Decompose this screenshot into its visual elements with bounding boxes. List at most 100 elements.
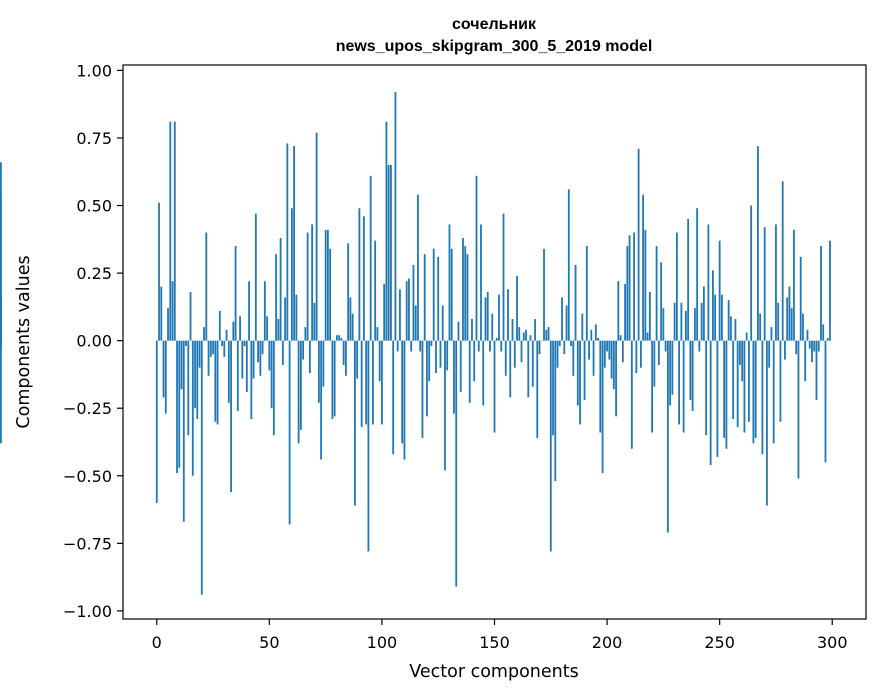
y-tick-label: −0.75 xyxy=(63,534,112,553)
bar xyxy=(678,340,681,425)
bar xyxy=(538,340,541,355)
y-tick-label: 0.50 xyxy=(76,197,112,216)
bar xyxy=(567,189,570,341)
y-tick-label: 1.00 xyxy=(76,61,112,80)
bar xyxy=(781,181,784,341)
bar xyxy=(543,248,545,341)
bar xyxy=(340,337,343,341)
bar xyxy=(360,340,363,428)
bar xyxy=(241,340,244,379)
bar xyxy=(657,340,660,365)
bar xyxy=(583,340,586,401)
bar xyxy=(338,335,341,341)
bar xyxy=(639,340,642,368)
bar xyxy=(689,340,692,401)
bar xyxy=(495,337,498,341)
x-tick-label: 150 xyxy=(479,633,510,652)
bar xyxy=(633,232,635,341)
bar xyxy=(245,340,248,392)
bar xyxy=(383,283,386,341)
bar xyxy=(272,340,275,436)
y-tick-label: −0.50 xyxy=(63,467,112,486)
x-tick-label: 100 xyxy=(367,633,398,652)
bar xyxy=(221,340,223,347)
bar xyxy=(387,164,390,341)
bar xyxy=(520,340,523,363)
bar xyxy=(466,254,469,341)
bar xyxy=(286,143,289,341)
bar xyxy=(171,281,174,341)
bar xyxy=(437,256,440,341)
bar xyxy=(624,283,626,341)
bar xyxy=(684,310,687,341)
bar xyxy=(335,335,338,341)
bar xyxy=(414,305,417,341)
bar xyxy=(813,340,816,352)
bar xyxy=(581,313,584,341)
bar xyxy=(396,340,399,352)
bar xyxy=(191,340,194,476)
bar xyxy=(651,340,654,433)
bar xyxy=(214,340,217,422)
bar xyxy=(806,329,809,341)
bar xyxy=(718,240,721,341)
bar xyxy=(626,246,629,341)
bar xyxy=(666,340,669,533)
bar xyxy=(635,340,638,374)
bar xyxy=(203,327,205,341)
bar xyxy=(464,246,467,341)
bar xyxy=(169,121,172,341)
bar xyxy=(504,340,507,376)
bar xyxy=(646,332,649,341)
bar xyxy=(322,340,325,387)
bar xyxy=(637,148,640,341)
bar xyxy=(390,164,392,341)
bar xyxy=(412,264,415,341)
bar xyxy=(250,340,253,420)
x-tick-label: 0 xyxy=(152,633,162,652)
bar xyxy=(829,240,831,341)
bar xyxy=(513,340,516,368)
bar xyxy=(545,329,548,341)
bar xyxy=(299,340,302,430)
bar xyxy=(399,289,401,341)
bar xyxy=(700,302,703,341)
bar xyxy=(822,324,825,341)
bar xyxy=(721,294,723,341)
bar xyxy=(642,194,644,341)
bar xyxy=(507,289,509,341)
bar xyxy=(290,208,293,341)
bar xyxy=(248,281,250,341)
bar xyxy=(786,297,789,341)
bar xyxy=(556,340,559,368)
bar xyxy=(450,248,453,341)
bar xyxy=(194,340,196,409)
bar xyxy=(525,329,527,341)
bar xyxy=(705,340,708,436)
bar xyxy=(230,340,232,492)
bar xyxy=(702,286,705,341)
bar xyxy=(716,340,719,457)
bar xyxy=(164,340,167,414)
bar xyxy=(655,246,658,341)
bar xyxy=(788,286,791,341)
y-tick-label: 0.25 xyxy=(76,264,112,283)
bar xyxy=(745,332,748,341)
bar xyxy=(754,340,757,438)
bar xyxy=(784,340,786,360)
bar xyxy=(369,175,372,341)
bar xyxy=(349,297,352,341)
bar xyxy=(475,175,478,341)
bar xyxy=(570,340,572,347)
bar xyxy=(669,340,672,406)
bar xyxy=(326,229,329,341)
bar xyxy=(315,132,318,341)
bar xyxy=(227,340,230,403)
bar xyxy=(351,313,354,341)
bar xyxy=(727,300,730,341)
bar xyxy=(797,340,800,479)
bar xyxy=(378,340,381,382)
bar xyxy=(824,340,827,463)
bar xyxy=(493,340,496,433)
bar xyxy=(212,340,214,355)
